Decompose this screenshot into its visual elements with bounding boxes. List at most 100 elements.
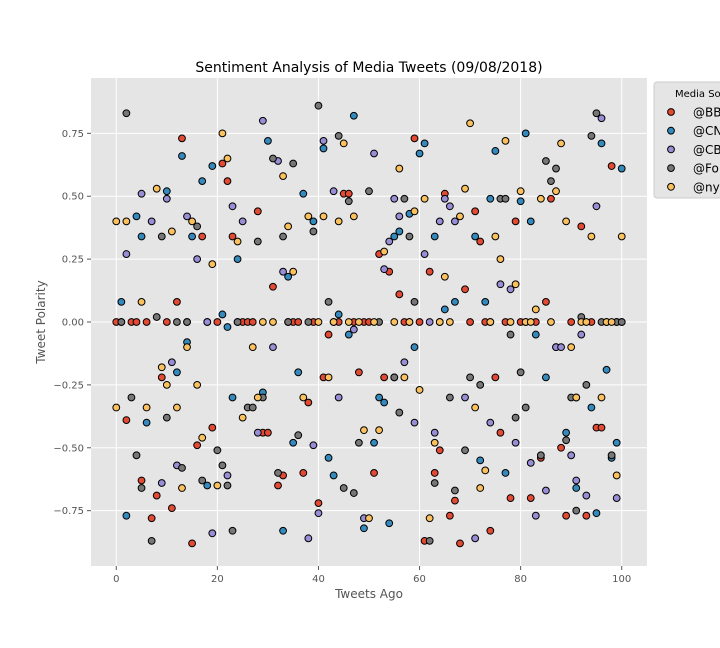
data-point xyxy=(253,428,262,437)
data-point xyxy=(203,318,212,326)
data-point xyxy=(461,184,469,193)
data-point xyxy=(329,318,338,326)
x-tick-label: 20 xyxy=(211,574,224,585)
data-point xyxy=(289,159,298,168)
data-point xyxy=(167,504,176,513)
data-point xyxy=(511,217,520,226)
y-tick-label: −0.50 xyxy=(53,443,84,454)
data-point xyxy=(309,227,318,236)
data-point xyxy=(385,519,394,528)
data-point xyxy=(152,184,161,193)
data-point xyxy=(370,149,378,158)
data-point xyxy=(269,282,277,291)
data-point xyxy=(294,368,303,377)
data-point xyxy=(193,441,202,450)
legend-entries: @BB @CN @CB @Fo @ny xyxy=(667,106,720,194)
data-point xyxy=(597,423,606,432)
data-point xyxy=(476,484,485,492)
data-point xyxy=(193,380,202,389)
series-cb xyxy=(122,114,621,543)
data-point xyxy=(400,358,409,367)
data-point xyxy=(319,212,328,221)
data-point xyxy=(476,237,485,246)
data-point xyxy=(410,207,419,216)
data-point xyxy=(178,463,186,472)
data-point xyxy=(289,438,298,447)
data-point xyxy=(506,285,515,294)
data-point xyxy=(208,260,217,269)
data-point xyxy=(349,325,358,334)
data-point xyxy=(430,232,439,241)
data-point xyxy=(142,418,151,427)
data-point xyxy=(445,511,454,520)
data-point xyxy=(612,471,621,480)
data-point xyxy=(137,484,146,492)
data-point xyxy=(284,272,293,281)
data-point xyxy=(415,386,424,394)
data-point xyxy=(526,458,535,467)
data-point xyxy=(451,217,459,226)
data-point xyxy=(390,373,399,382)
data-point xyxy=(218,310,227,319)
data-point xyxy=(152,491,161,500)
data-point xyxy=(501,194,510,203)
data-point xyxy=(334,217,343,226)
data-point xyxy=(238,217,247,226)
data-point xyxy=(410,297,419,306)
x-tick-label: 40 xyxy=(312,574,325,585)
data-point xyxy=(162,380,171,389)
data-point xyxy=(526,318,535,326)
data-point xyxy=(405,318,414,326)
data-point xyxy=(167,227,176,236)
data-point xyxy=(516,197,525,206)
data-point xyxy=(188,217,196,226)
data-point xyxy=(299,393,308,402)
data-point xyxy=(516,368,525,377)
data-point xyxy=(370,469,378,477)
data-point xyxy=(410,343,419,352)
data-point xyxy=(536,194,545,203)
data-point xyxy=(203,481,212,490)
legend-label: @CN xyxy=(693,124,720,138)
data-point xyxy=(137,189,146,198)
data-point xyxy=(557,343,565,352)
data-point xyxy=(567,343,576,352)
data-point xyxy=(456,212,464,221)
data-point xyxy=(188,539,196,548)
legend-marker xyxy=(667,126,675,135)
data-point xyxy=(233,237,242,246)
x-tick-label: 0 xyxy=(113,574,119,585)
data-point xyxy=(112,403,121,412)
data-point xyxy=(370,318,378,326)
legend-marker xyxy=(667,164,675,173)
data-point xyxy=(233,318,242,326)
data-point xyxy=(380,398,389,407)
data-point xyxy=(592,109,601,118)
data-point xyxy=(319,136,328,145)
data-point xyxy=(466,373,474,382)
data-point xyxy=(334,310,343,319)
data-point xyxy=(354,438,363,447)
data-point xyxy=(324,373,333,382)
data-point xyxy=(380,247,389,256)
data-point xyxy=(228,202,237,211)
data-point xyxy=(314,499,323,508)
data-point xyxy=(491,147,500,155)
data-point xyxy=(440,272,449,281)
data-point xyxy=(526,494,535,502)
data-point xyxy=(435,318,444,326)
x-axis-ticks: 0 20 40 60 80 100 xyxy=(113,566,631,585)
data-point xyxy=(521,129,530,138)
data-point xyxy=(567,318,576,326)
data-point xyxy=(314,509,323,518)
data-point xyxy=(218,159,227,168)
data-point xyxy=(339,484,348,492)
data-point xyxy=(304,318,313,326)
data-point xyxy=(557,443,565,452)
legend: Media So @BB @CN @CB @Fo @ny xyxy=(653,81,720,199)
data-point xyxy=(223,177,232,186)
data-point xyxy=(213,481,222,490)
data-point xyxy=(425,267,434,276)
chart-title: Sentiment Analysis of Media Tweets (09/0… xyxy=(195,60,542,76)
data-point xyxy=(157,479,166,487)
